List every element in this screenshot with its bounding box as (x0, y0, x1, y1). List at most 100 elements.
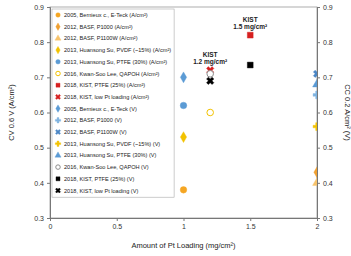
point (247, 32, 253, 38)
point (207, 71, 214, 78)
series (205, 75, 216, 86)
series (313, 91, 317, 99)
legend-marker (55, 118, 60, 123)
series (207, 109, 214, 116)
point (180, 102, 187, 109)
point (247, 62, 253, 68)
y2-tick-label: 0.9 (323, 4, 333, 11)
legend-label: 2005, Bernieux c., E-Teck (V) (64, 106, 137, 112)
legend-label: 2018, KIST, PTFE (25%) (A/cm²) (64, 82, 145, 88)
y-tick-mark (47, 77, 50, 78)
legend-marker (55, 152, 61, 157)
y-tick-label: 0.6 (34, 109, 44, 116)
x-axis: 0 0.5 1 1.5 2 (49, 218, 320, 230)
legend-label: 2012, BASF, P1100W (V) (64, 129, 127, 135)
legend-box (52, 9, 174, 197)
point (205, 75, 216, 86)
x-tick-label: 2 (316, 223, 320, 230)
series (311, 68, 317, 79)
point (207, 109, 214, 116)
point (313, 123, 317, 131)
y-tick: 0.6 (34, 109, 50, 116)
point (180, 187, 187, 194)
point (314, 167, 317, 178)
y-tick-label: 0.7 (34, 74, 44, 81)
y-tick-label: 0.4 (34, 180, 44, 187)
x-tick-label: 0.5 (112, 223, 122, 230)
y2-tick-mark (317, 77, 320, 78)
series (313, 123, 317, 131)
legend-label: 2018, KIST, low Pt loading (V) (64, 188, 138, 194)
y-tick: 0.3 (34, 215, 50, 222)
annotation-line: 1.5 mg/cm² (233, 23, 268, 31)
y-tick: 0.9 (34, 4, 50, 11)
y-tick-mark (47, 42, 50, 43)
series (314, 167, 317, 178)
y2-tick-mark (317, 42, 320, 43)
legend-marker (56, 83, 60, 87)
legend-marker (54, 93, 62, 101)
x-axis-line (51, 219, 318, 222)
legend-label: 2018, KIST, PTFE (25%) (V) (64, 176, 134, 182)
y2-tick: 0.7 (317, 74, 333, 81)
y2-tick-label: 0.8 (323, 39, 333, 46)
legend-marker (56, 46, 60, 53)
y2-tick-mark (317, 218, 320, 219)
y-tick-mark (47, 148, 50, 149)
legend-label: 2013, Huansong Su, PTFE (30%) (V) (64, 152, 156, 158)
y-tick-mark (47, 113, 50, 114)
y-axis-line (47, 8, 51, 219)
legend-marker (56, 23, 60, 30)
series (313, 79, 317, 87)
legend-marker (56, 177, 60, 181)
y2-tick-label: 0.4 (323, 180, 333, 187)
y-tick: 0.5 (34, 144, 50, 151)
y2-tick-label: 0.3 (323, 215, 333, 222)
annotation-line: KIST (243, 16, 258, 23)
x-tick: 1 (182, 218, 186, 230)
y2-tick: 0.8 (317, 39, 333, 46)
y-tick: 0.8 (34, 39, 50, 46)
legend-marker (54, 128, 62, 136)
y2-tick: 0.3 (317, 215, 333, 222)
annotation: KIST1.5 mg/cm² (233, 16, 268, 32)
point (311, 68, 317, 79)
legend: 2005, Bernieux c., E-Teck (A/cm²) 2012, B… (52, 9, 174, 197)
series (247, 32, 253, 38)
x-tick-label: 1.5 (246, 223, 256, 230)
legend-marker (55, 35, 61, 40)
y2-axis-title: CC 0.2 A/cm² (V) (343, 84, 351, 141)
y-tick-mark (47, 7, 50, 8)
y2-axis-line (318, 8, 321, 219)
y2-tick: 0.9 (317, 4, 333, 11)
legend-label: 2012, BASF, P1000 (A/cm²) (64, 24, 133, 30)
y2-tick: 0.5 (317, 144, 333, 151)
legend-marker (56, 60, 61, 65)
y-tick-label: 0.8 (34, 39, 44, 46)
y2-tick-mark (317, 183, 320, 184)
legend-label: 2018, KIST, low Pt loading (A/cm²) (64, 94, 149, 100)
legend-label: 2013, Huansong Su, PVDF (~15%) (V) (64, 141, 160, 147)
annotation: KIST1.2 mg/cm² (193, 51, 228, 67)
y2-tick-mark (317, 7, 320, 8)
y2-tick: 0.6 (317, 109, 333, 116)
legend-label: 2012, BASF, P1100W (A/cm²) (64, 35, 138, 41)
annotation-line: KIST (203, 51, 218, 58)
point (313, 79, 317, 87)
y-axis: 0.3 0.4 0.5 0.6 0.7 0.8 0.9 (34, 4, 50, 222)
y-tick-label: 0.9 (34, 4, 44, 11)
y2-tick-label: 0.6 (323, 109, 333, 116)
y-tick-mark (47, 218, 50, 219)
x-tick: 0.5 (112, 218, 122, 230)
legend-marker (56, 105, 60, 112)
y2-tick-label: 0.5 (323, 144, 333, 151)
x-axis-title: Amount of Pt Loading (mg/cm²) (131, 241, 236, 250)
x-tick-label: 1 (182, 223, 186, 230)
x-tick: 0 (49, 218, 53, 230)
point (313, 91, 317, 99)
point (180, 72, 186, 83)
legend-label: 2005, Bernieux c., E-Teck (A/cm²) (64, 12, 148, 18)
x-tick: 1.5 (246, 218, 256, 230)
y2-tick-mark (317, 148, 320, 149)
series (247, 62, 253, 68)
